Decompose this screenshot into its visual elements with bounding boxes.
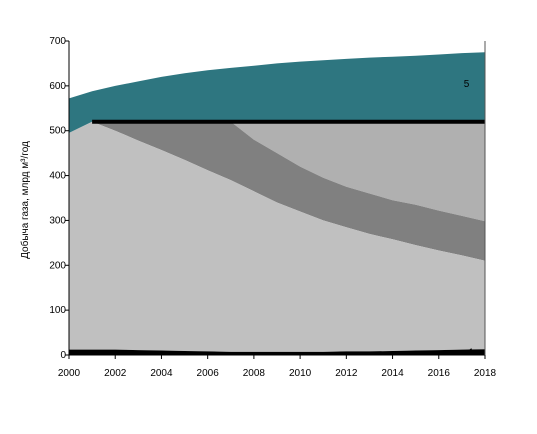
- y-tick-label: 0: [60, 350, 66, 361]
- y-axis: 0 100 200 300 400 500 600 700: [49, 36, 69, 361]
- y-tick-label: 400: [49, 171, 66, 182]
- x-tick-label: 2008: [243, 368, 266, 379]
- plot-frame-group: [68, 41, 486, 356]
- y-axis-label: Добыча газа, млрд м³/год: [19, 141, 31, 259]
- y-tick-label: 700: [49, 36, 66, 47]
- series-area-1: [69, 52, 485, 134]
- x-tick-label: 2002: [104, 368, 127, 379]
- x-tick-label: 2000: [58, 368, 81, 379]
- x-axis: 2000 2002 2004 2006 2008 2010 2012 2014 2016 2018: [58, 355, 497, 379]
- series-labels: 51: [464, 79, 475, 359]
- x-tick-label: 2014: [381, 368, 404, 379]
- y-tick-label: 600: [49, 81, 66, 92]
- x-tick-label: 2006: [197, 368, 220, 379]
- series-areas: [69, 52, 485, 355]
- series-label-5: 5: [464, 79, 470, 90]
- series-area-5: [69, 349, 485, 355]
- x-tick-label: 2016: [428, 368, 451, 379]
- x-tick-label: 2010: [289, 368, 312, 379]
- x-tick-label: 2018: [474, 368, 497, 379]
- series-area-4: [69, 121, 485, 352]
- x-tick-label: 2004: [150, 368, 173, 379]
- series-label-1: 1: [468, 347, 474, 358]
- x-tick-label: 2012: [335, 368, 358, 379]
- series-area-3: [69, 121, 485, 261]
- y-tick-label: 100: [49, 305, 66, 316]
- series-area-2: [69, 121, 485, 222]
- y-tick-label: 500: [49, 126, 66, 137]
- y-tick-label: 300: [49, 215, 66, 226]
- y-tick-label: 200: [49, 260, 66, 271]
